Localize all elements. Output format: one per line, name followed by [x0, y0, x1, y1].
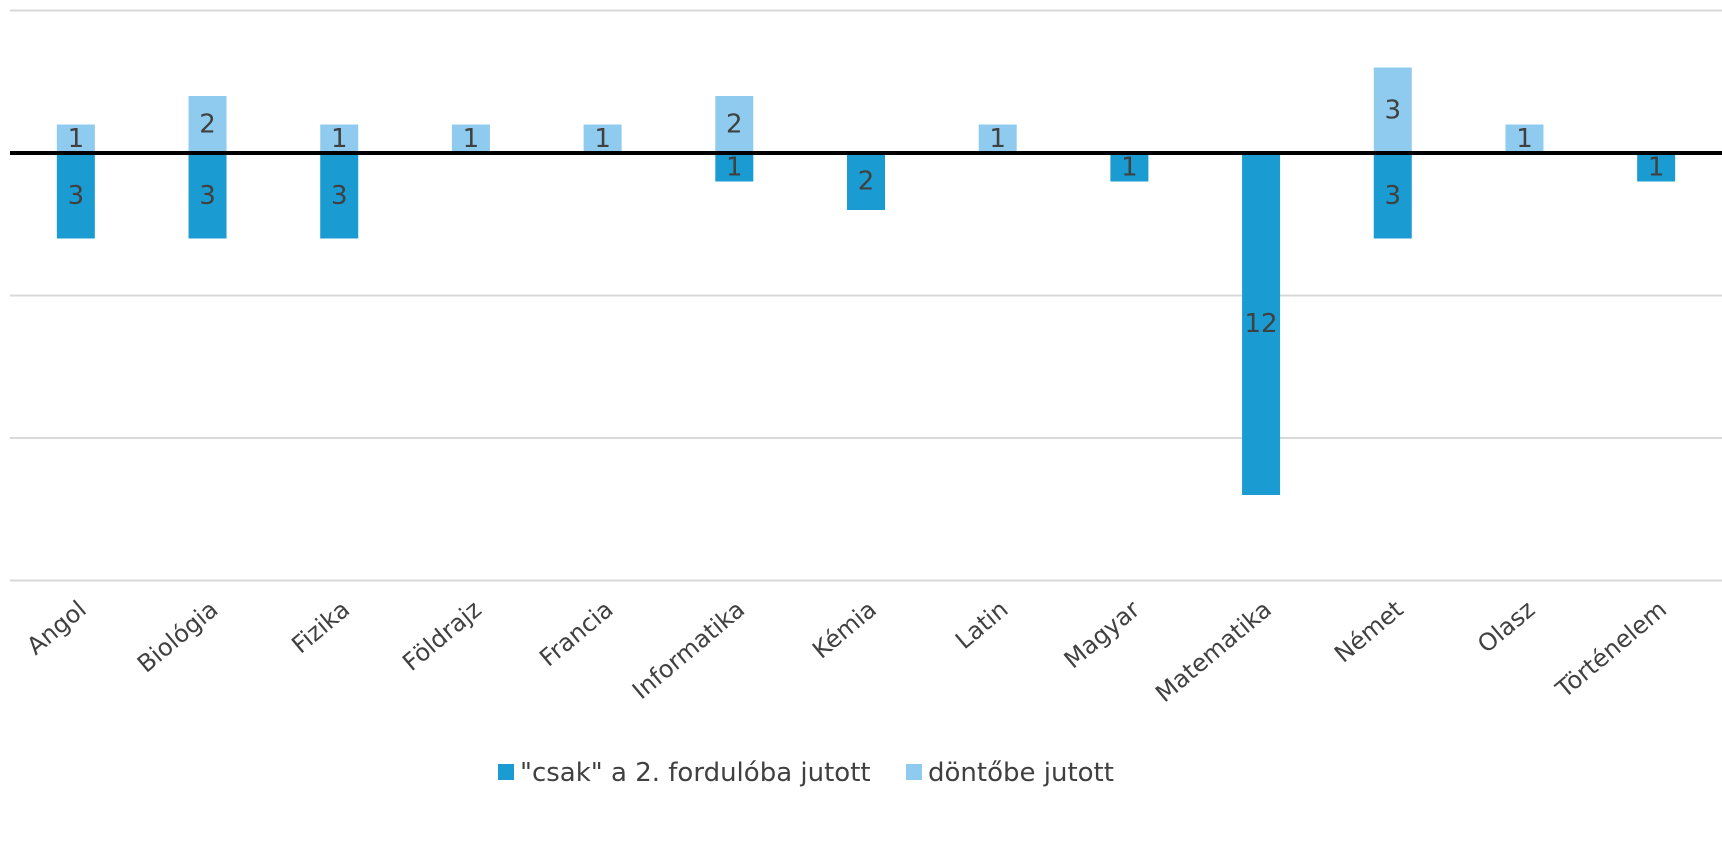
- x-tick-label: Földrajz: [397, 595, 487, 676]
- x-tick-label: Magyar: [1059, 595, 1146, 674]
- bars: [56, 67, 1676, 495]
- legend-label: "csak" a 2. fordulóba jutott: [520, 758, 871, 788]
- x-tick-label: Informatika: [627, 595, 750, 705]
- data-label: 1: [989, 124, 1006, 154]
- bar-final: [188, 96, 227, 153]
- bar-second-round: [715, 153, 754, 182]
- bar-final: [1373, 67, 1412, 153]
- bar-final: [715, 96, 754, 153]
- data-label: 12: [1245, 309, 1278, 339]
- data-label: 1: [1516, 124, 1533, 154]
- data-label: 1: [1121, 152, 1138, 182]
- legend-swatch: [906, 764, 922, 780]
- data-label: 2: [726, 110, 743, 140]
- data-label: 1: [594, 124, 611, 154]
- legend-swatch: [498, 764, 514, 780]
- bar-second-round: [1373, 153, 1412, 239]
- data-label: 2: [199, 110, 216, 140]
- data-label: 1: [68, 124, 85, 154]
- x-tick-label: Olasz: [1472, 595, 1540, 658]
- bar-second-round: [847, 153, 885, 210]
- x-tick-label: Latin: [950, 595, 1013, 655]
- data-label: 1: [1648, 152, 1665, 182]
- data-label: 3: [1384, 181, 1401, 211]
- gridlines: [10, 9, 1722, 582]
- data-label: 1: [726, 152, 743, 182]
- data-label: 1: [463, 124, 480, 154]
- legend: "csak" a 2. fordulóba jutott döntőbe juto…: [498, 758, 1114, 788]
- bar-final: [1505, 124, 1544, 153]
- axis: Angol Biológia Fizika Földrajz Francia Inform…: [10, 151, 1722, 708]
- x-tick-label: Angol: [21, 595, 91, 660]
- bar-second-round: [1637, 153, 1676, 182]
- x-tick-label: Fizika: [286, 595, 355, 659]
- legend-label: döntőbe jutott: [928, 758, 1114, 788]
- x-tick-label: Francia: [534, 595, 618, 672]
- data-label: 3: [1384, 95, 1401, 125]
- bar-second-round: [56, 153, 95, 239]
- bar-second-round: [1110, 153, 1149, 182]
- bar-final: [978, 124, 1017, 153]
- data-label: 3: [331, 181, 348, 211]
- data-label: 1: [331, 124, 348, 154]
- bar-second-round: [188, 153, 227, 239]
- bar-final: [583, 124, 622, 153]
- data-label: 3: [199, 181, 216, 211]
- x-tick-label: Kémia: [807, 595, 882, 664]
- bar-final: [451, 124, 490, 153]
- data-label: 2: [858, 167, 875, 197]
- bar-final: [320, 124, 359, 153]
- data-label: 3: [68, 181, 85, 211]
- x-tick-label: Biológia: [132, 595, 223, 678]
- x-tick-label: Német: [1329, 595, 1408, 668]
- bar-second-round: [1242, 153, 1281, 495]
- bar-final: [56, 124, 95, 153]
- x-tick-label: Matematika: [1150, 595, 1277, 708]
- x-tick-label: Történelem: [1550, 595, 1672, 704]
- bar-second-round: [320, 153, 359, 239]
